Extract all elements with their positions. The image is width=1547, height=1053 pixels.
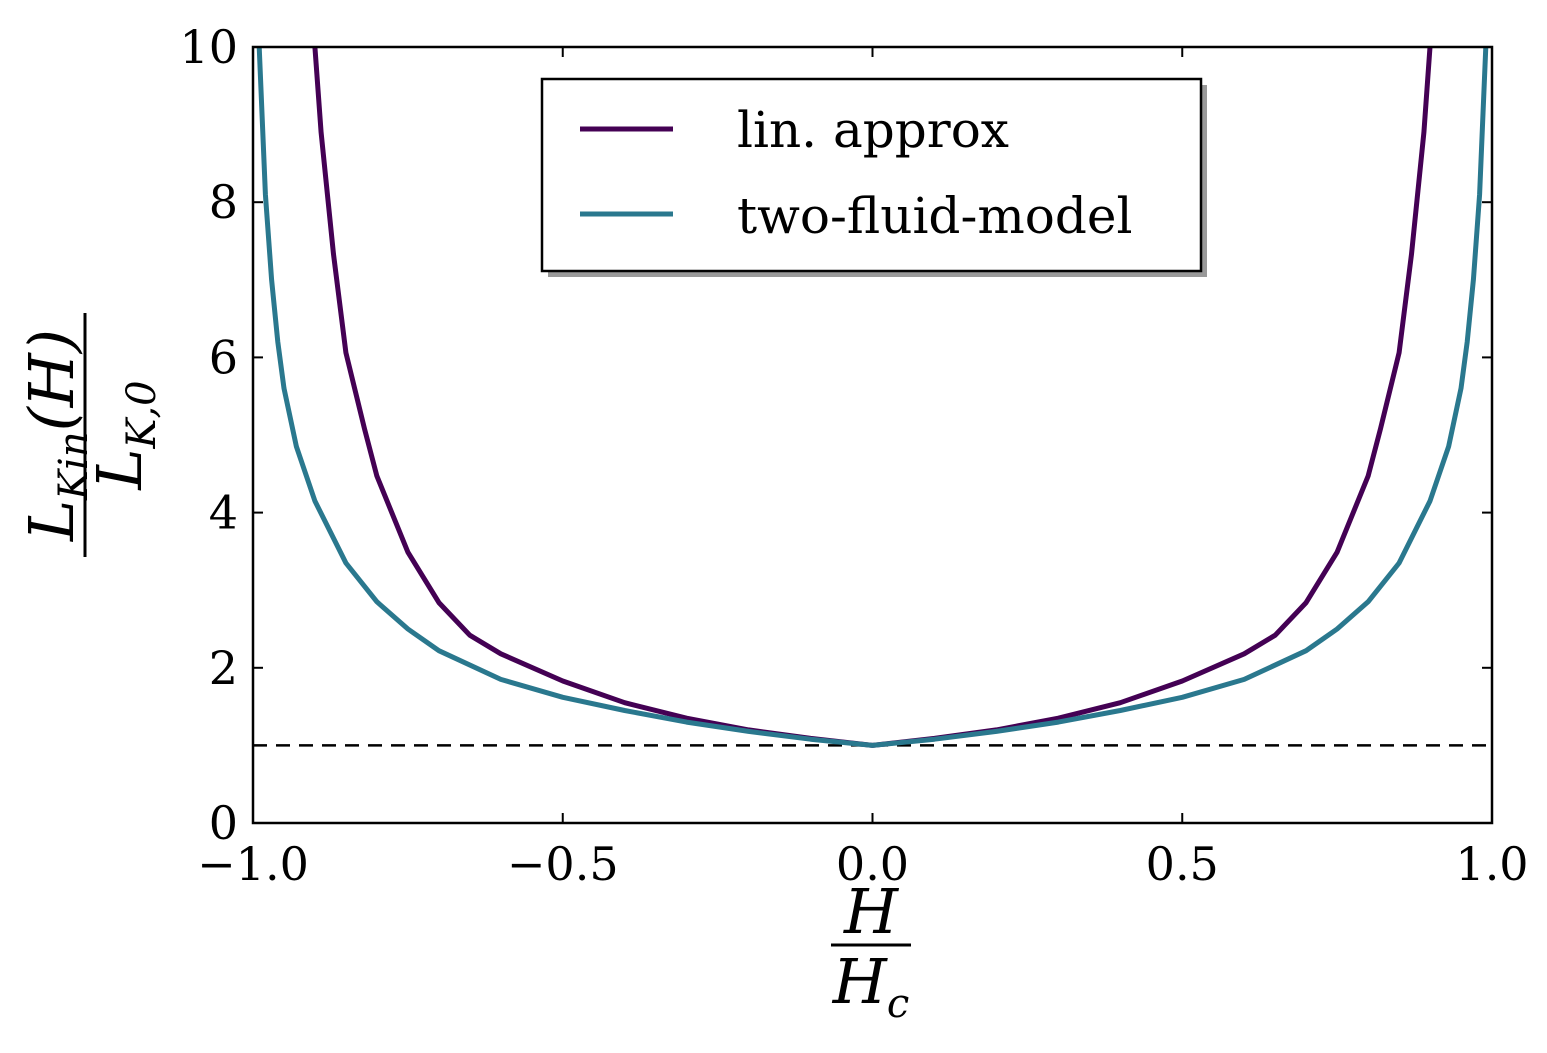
legend-label-lin-approx: lin. approx	[737, 101, 1009, 159]
x-tick-label: 0.5	[1146, 837, 1219, 891]
y-axis-ticks: 0 2 4 6 8 10	[179, 20, 1492, 850]
series-group	[256, 47, 1489, 748]
legend-label-two-fluid-model: two-fluid-model	[737, 187, 1132, 245]
legend-box	[540, 77, 1203, 273]
y-tick-label: 8	[209, 175, 238, 229]
x-tick-label: 1.0	[1455, 837, 1528, 891]
x-label-numerator: H	[843, 875, 900, 948]
x-label-denominator: H	[832, 945, 889, 1018]
y-tick-label: 10	[179, 20, 238, 74]
legend: lin. approx two-fluid-model	[540, 77, 1207, 277]
y-label-numerator: L	[15, 500, 88, 542]
x-label-denominator-sub: c	[887, 981, 909, 1027]
y-tick-label: 2	[209, 641, 238, 695]
y-tick-label: 6	[209, 330, 238, 384]
x-axis-label: H Hc	[831, 875, 911, 1027]
y-axis-label: LKin(H) LK,0	[15, 313, 165, 557]
x-tick-label: −0.5	[507, 837, 619, 891]
y-label-denominator-sub: K,0	[119, 380, 165, 449]
series-line-two-fluid-model	[256, 47, 1489, 748]
x-tick-label: 0.0	[836, 837, 909, 891]
y-label-denominator: L	[83, 448, 156, 490]
y-label-numerator-rest: (H)	[15, 329, 88, 431]
svg-text:LKin(H): LKin(H)	[15, 329, 97, 542]
y-tick-label: 0	[209, 796, 238, 850]
y-label-numerator-sub: Kin	[51, 431, 97, 500]
svg-text:Hc: Hc	[832, 945, 909, 1027]
x-tick-label: −1.0	[197, 837, 309, 891]
y-tick-label: 4	[209, 486, 238, 540]
svg-text:LK,0: LK,0	[83, 380, 165, 490]
x-axis-ticks: −1.0 −0.5 0.0 0.5 1.0	[197, 47, 1529, 891]
